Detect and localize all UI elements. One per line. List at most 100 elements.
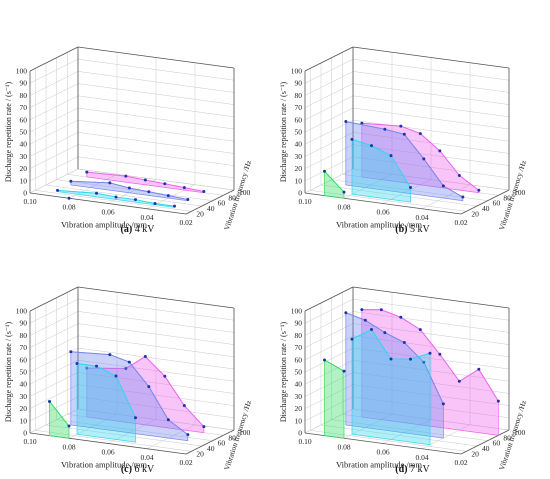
tick-labels: 0 10 20 30 40 50 60 70 80 90 100 0.10 0.08 0.06 0.04 0.… [16, 67, 251, 228]
data-point [441, 402, 445, 406]
x-tick-label: 0.02 [454, 218, 467, 227]
series-line-10hz [49, 401, 70, 427]
series-line-80hz [86, 355, 205, 427]
gridline-side [29, 335, 79, 361]
series-line-25hz [351, 138, 411, 188]
x-tick-label: 0.04 [415, 453, 428, 462]
axes [304, 46, 510, 215]
z-tick-label: 60 [218, 199, 226, 208]
data-point [350, 137, 354, 141]
caption-b-title: 5 kV [410, 224, 430, 235]
z-tick-label: 100 [514, 428, 526, 437]
gridline-side [304, 58, 354, 84]
y-axis-title: Discharge repetition rate / (s⁻¹) [279, 322, 288, 423]
gridline-floor-z [320, 184, 478, 207]
series-area-10hz [49, 400, 70, 439]
data-point [134, 416, 137, 420]
data-point [418, 132, 422, 136]
data-point [422, 360, 426, 364]
data-point [370, 144, 373, 148]
side-top-edge [29, 46, 79, 72]
data-point [186, 197, 190, 201]
gridline-side [29, 132, 79, 157]
y-tick-label: 100 [16, 307, 28, 316]
z-tick-label: 80 [503, 193, 511, 202]
y-axis-title: Discharge repetition rate / (s⁻¹) [279, 82, 288, 183]
x-tick-label: 0.06 [101, 448, 114, 457]
series-line-80hz [361, 122, 480, 191]
x-tick-label: 0.04 [140, 453, 153, 462]
y-tick-label: 0 [23, 189, 27, 198]
gridline-floor-x [29, 408, 79, 434]
data-point [163, 374, 167, 378]
y-tick-label: 80 [20, 331, 28, 340]
data-point [477, 188, 481, 192]
x-tick-label: 0.08 [62, 202, 75, 211]
y-tick-label: 10 [295, 176, 303, 185]
y-tick-label: 100 [291, 307, 303, 316]
z-tick-label: 40 [207, 204, 215, 213]
z-tick-label: 100 [514, 188, 526, 197]
gridline-side [29, 396, 79, 422]
x-axis-line [29, 192, 187, 215]
z-tick-label: 20 [471, 209, 479, 218]
x-tick-label: 0.06 [376, 208, 389, 217]
y-tick-label: 100 [16, 67, 28, 76]
z-tick-label: 100 [239, 428, 251, 437]
gridline-side [304, 95, 354, 121]
y-tick-label: 70 [20, 103, 28, 112]
data-point [202, 189, 206, 193]
x-tick-label: 0.06 [376, 448, 389, 457]
series-area-50hz [70, 180, 189, 202]
gridline-side [304, 71, 354, 96]
data-point [409, 357, 412, 361]
y-tick-label: 20 [20, 164, 28, 173]
panel-a: 0 10 20 30 40 50 60 70 80 90 100 0.10 0.08 0.06 0.04 0.… [0, 0, 275, 239]
z-tick-label: 20 [196, 209, 204, 218]
data-point [418, 328, 422, 332]
x-axis-title: Vibration amplitude /mm [336, 220, 422, 230]
gridline-floor-z [77, 408, 235, 431]
data-point [457, 379, 461, 383]
gridline-side [304, 119, 354, 145]
y-tick-label: 20 [295, 404, 303, 413]
series-group [323, 120, 481, 203]
x-tick-label: 0.02 [179, 218, 192, 227]
data-point [350, 337, 354, 341]
data-point [147, 385, 151, 389]
x-axis-title: Vibration amplitude /mm [61, 220, 147, 230]
y-tick-label: 50 [295, 128, 303, 137]
data-point [166, 418, 170, 422]
data-point [441, 184, 445, 188]
gridline-floor-z [310, 430, 467, 452]
gridline-side [304, 156, 354, 182]
data-point [124, 174, 128, 178]
data-point [166, 194, 170, 198]
data-point [85, 366, 89, 370]
data-point [438, 352, 442, 356]
y-tick-label: 30 [295, 392, 303, 401]
caption-b: (b) 5 kV [275, 224, 550, 235]
chart-b: 0 10 20 30 40 50 60 70 80 90 100 0.10 0.08 0.06 0.04 0.… [279, 46, 528, 231]
series-line-10hz [324, 359, 345, 372]
z-tick-label: 80 [503, 433, 511, 442]
caption-d-title: 7 kV [410, 464, 430, 475]
z-tick-label: 80 [228, 433, 236, 442]
x-axis-title: Vibration amplitude /mm [336, 460, 422, 470]
y-tick-label: 40 [20, 380, 28, 389]
gridline-side [304, 396, 354, 422]
data-point [428, 351, 432, 355]
z-tick-label: 100 [239, 188, 251, 197]
data-point [182, 186, 186, 190]
tick-labels: 0 10 20 30 40 50 60 70 80 90 100 0.10 0.08 0.06 0.04 0.… [16, 307, 251, 468]
gridline-floor-z [45, 184, 203, 207]
z-axis-line [185, 189, 235, 215]
gridline-side [29, 359, 79, 385]
axes [29, 46, 235, 215]
x-tick-label: 0.10 [23, 437, 36, 446]
gridline-side [304, 83, 354, 108]
data-point [85, 170, 89, 174]
caption-c-label: (c) [120, 464, 132, 475]
data-point [48, 399, 51, 403]
back-top-edge [352, 46, 510, 69]
